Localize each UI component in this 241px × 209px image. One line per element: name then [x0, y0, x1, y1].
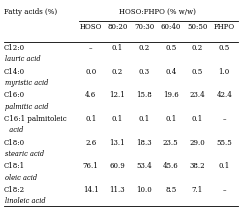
Text: 23.4: 23.4 [190, 91, 205, 99]
Text: 18.3: 18.3 [136, 139, 152, 147]
Text: C18:0: C18:0 [4, 139, 25, 147]
Text: 0.1: 0.1 [192, 115, 203, 123]
Text: myristic acid: myristic acid [5, 79, 48, 87]
Text: 0.5: 0.5 [192, 68, 203, 76]
Text: palmitic acid: palmitic acid [5, 103, 48, 111]
Text: HOSO:FHPO (% w/w): HOSO:FHPO (% w/w) [119, 8, 196, 15]
Text: 0.4: 0.4 [165, 68, 176, 76]
Text: 0.5: 0.5 [165, 44, 176, 52]
Text: 8.5: 8.5 [165, 186, 176, 194]
Text: 0.5: 0.5 [219, 44, 230, 52]
Text: 29.0: 29.0 [190, 139, 205, 147]
Text: 0.2: 0.2 [139, 44, 150, 52]
Text: 38.2: 38.2 [190, 162, 205, 170]
Text: 60.9: 60.9 [109, 162, 125, 170]
Text: 0.1: 0.1 [139, 115, 150, 123]
Text: –: – [222, 186, 226, 194]
Text: 80:20: 80:20 [107, 23, 127, 31]
Text: 0.2: 0.2 [192, 44, 203, 52]
Text: C14:0: C14:0 [4, 68, 25, 76]
Text: 14.1: 14.1 [83, 186, 99, 194]
Text: 55.5: 55.5 [216, 139, 232, 147]
Text: HOSO: HOSO [80, 23, 102, 31]
Text: –: – [222, 115, 226, 123]
Text: C18:2: C18:2 [4, 186, 25, 194]
Text: 0.0: 0.0 [85, 68, 96, 76]
Text: 0.1: 0.1 [165, 115, 176, 123]
Text: 0.1: 0.1 [112, 44, 123, 52]
Text: 0.1: 0.1 [219, 162, 230, 170]
Text: linoleic acid: linoleic acid [5, 198, 46, 205]
Text: –: – [89, 44, 93, 52]
Text: C16:0: C16:0 [4, 91, 25, 99]
Text: 60:40: 60:40 [161, 23, 181, 31]
Text: C12:0: C12:0 [4, 44, 25, 52]
Text: 50:50: 50:50 [187, 23, 208, 31]
Text: C18:1: C18:1 [4, 162, 25, 170]
Text: 10.0: 10.0 [136, 186, 152, 194]
Text: 70:30: 70:30 [134, 23, 154, 31]
Text: 0.1: 0.1 [112, 115, 123, 123]
Text: 13.1: 13.1 [110, 139, 125, 147]
Text: 0.2: 0.2 [112, 68, 123, 76]
Text: 4.6: 4.6 [85, 91, 96, 99]
Text: 53.4: 53.4 [136, 162, 152, 170]
Text: Fatty acids (%): Fatty acids (%) [4, 8, 57, 15]
Text: 23.5: 23.5 [163, 139, 179, 147]
Text: FHPO: FHPO [214, 23, 235, 31]
Text: 0.3: 0.3 [139, 68, 150, 76]
Text: 42.4: 42.4 [216, 91, 232, 99]
Text: stearic acid: stearic acid [5, 150, 44, 158]
Text: 0.1: 0.1 [85, 115, 96, 123]
Text: 12.1: 12.1 [109, 91, 125, 99]
Text: lauric acid: lauric acid [5, 55, 40, 63]
Text: 2.6: 2.6 [85, 139, 96, 147]
Text: 11.3: 11.3 [110, 186, 125, 194]
Text: 7.1: 7.1 [192, 186, 203, 194]
Text: 1.0: 1.0 [219, 68, 230, 76]
Text: C16:1 palmitoleic: C16:1 palmitoleic [4, 115, 67, 123]
Text: 19.6: 19.6 [163, 91, 179, 99]
Text: 76.1: 76.1 [83, 162, 99, 170]
Text: acid: acid [5, 126, 23, 134]
Text: 15.8: 15.8 [136, 91, 152, 99]
Text: oleic acid: oleic acid [5, 174, 37, 182]
Text: 45.6: 45.6 [163, 162, 179, 170]
